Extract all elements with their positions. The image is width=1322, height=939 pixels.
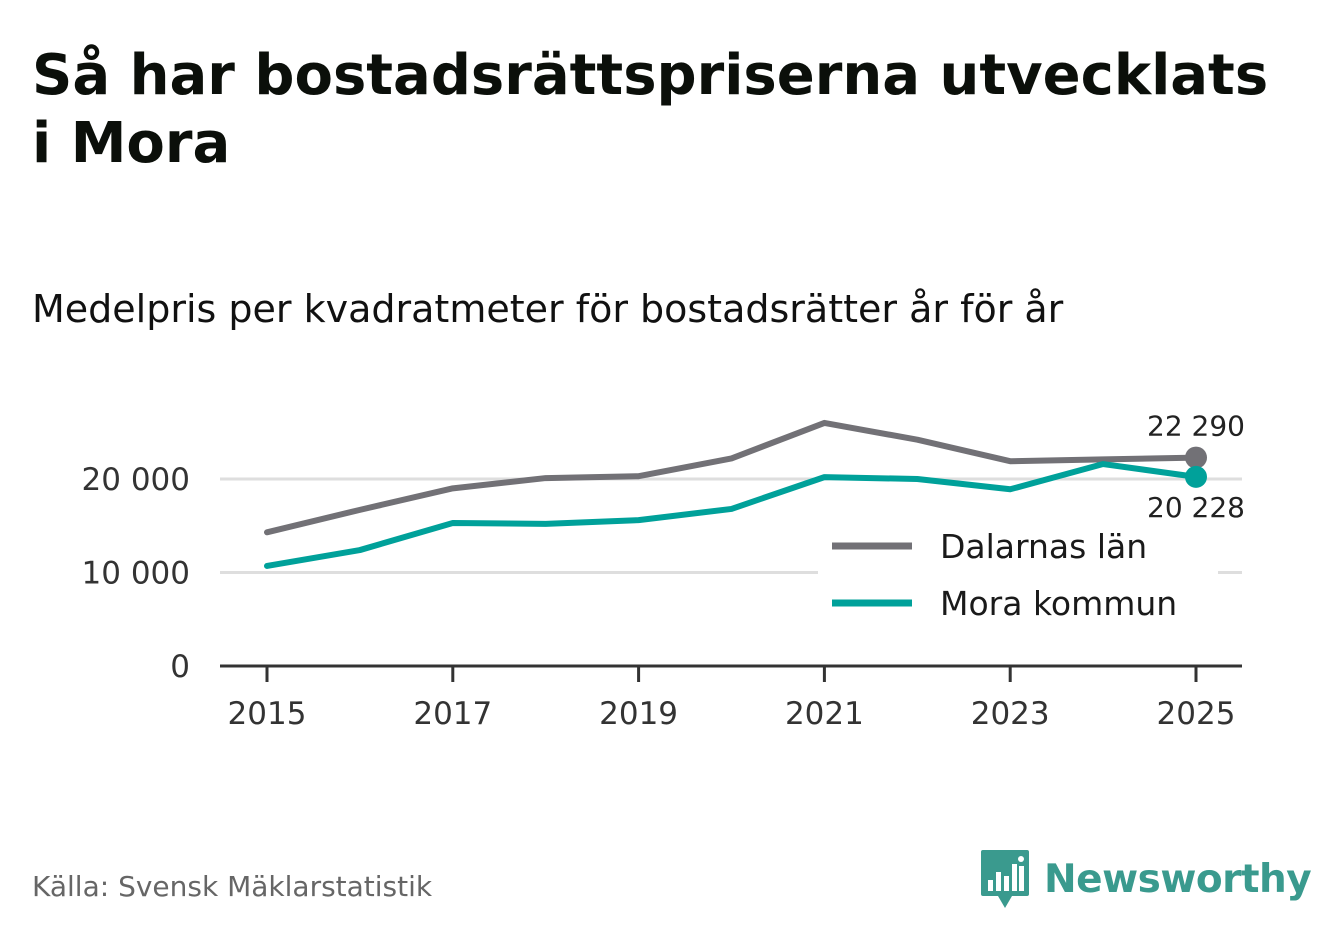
x-tick-label: 2023 [971, 696, 1050, 732]
series-line-dalarnas [264, 419, 1199, 536]
x-tick-label: 2017 [413, 696, 492, 732]
y-tick-label: 10 000 [82, 556, 190, 592]
line-chart: Dalarnas län Mora kommun 0 10 000 20 000 20… [82, 410, 1245, 732]
y-tick-label: 20 000 [82, 462, 190, 498]
chart-subtitle: Medelpris per kvadratmeter för bostadsrä… [32, 287, 1064, 331]
x-tick-label: 2015 [228, 696, 307, 732]
brand-name: Newsworthy [1044, 856, 1312, 902]
series-end-point-dalarnas [1185, 446, 1207, 469]
newsworthy-logo-icon [981, 850, 1029, 908]
brand-logo: Newsworthy [980, 848, 1312, 910]
series-line-mora [264, 461, 1199, 569]
labels: 0 10 000 20 000 2015 2017 2019 2021 2023 2025 22 … [82, 410, 1245, 732]
x-tick-label: 2025 [1157, 696, 1236, 732]
legend-label-mora: Mora kommun [940, 584, 1177, 623]
legend-background [818, 518, 1218, 638]
x-axis [220, 664, 1242, 682]
source-credit: Källa: Svensk Mäklarstatistik [32, 870, 433, 903]
y-tick-label: 0 [170, 649, 190, 685]
end-value-label-dalarnas: 22 290 [1147, 410, 1245, 443]
chart-title: Så har bostadsrättspriserna utvecklats i… [32, 43, 1269, 176]
x-tick-label: 2019 [599, 696, 678, 732]
series [264, 419, 1207, 569]
legend-label-dalarnas: Dalarnas län [940, 527, 1147, 566]
legend: Dalarnas län Mora kommun [818, 518, 1218, 638]
end-value-label-mora: 20 228 [1147, 491, 1245, 524]
x-tick-label: 2021 [785, 696, 864, 732]
series-end-point-mora [1185, 465, 1207, 488]
